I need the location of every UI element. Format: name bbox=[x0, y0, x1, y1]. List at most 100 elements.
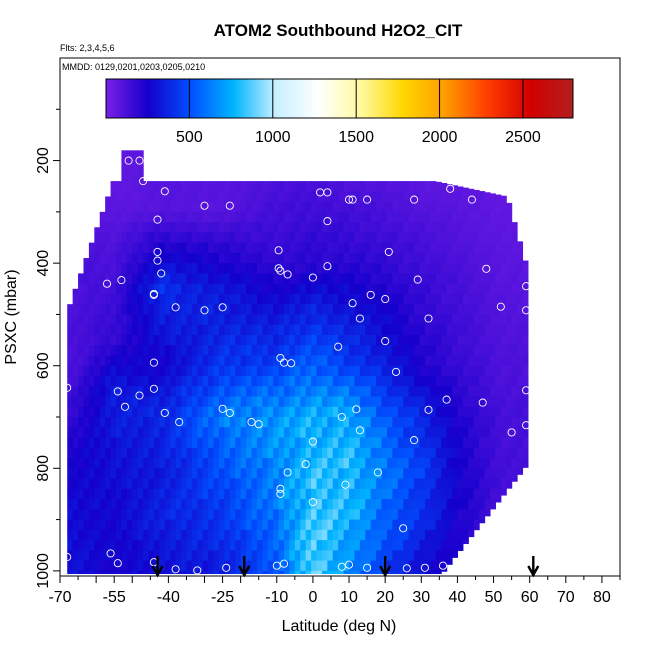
heatmap-cell bbox=[148, 417, 155, 428]
observation-point bbox=[348, 195, 357, 204]
heatmap-cell bbox=[338, 293, 345, 305]
heatmap-cell bbox=[473, 314, 480, 326]
heatmap-cell bbox=[489, 375, 496, 387]
heatmap-cell bbox=[289, 334, 296, 346]
heatmap-cell bbox=[419, 458, 426, 469]
heatmap-cell bbox=[137, 540, 144, 551]
heatmap-cell bbox=[213, 570, 220, 575]
heatmap-cell bbox=[224, 478, 231, 490]
heatmap-cell bbox=[457, 437, 464, 449]
heatmap-cell bbox=[397, 550, 404, 562]
heatmap-cell bbox=[300, 232, 307, 244]
heatmap-cell bbox=[208, 375, 215, 387]
heatmap-cell bbox=[256, 273, 263, 285]
heatmap-cell bbox=[316, 222, 323, 233]
heatmap-cell bbox=[273, 406, 280, 418]
heatmap-cell bbox=[289, 324, 296, 336]
heatmap-cell bbox=[311, 550, 318, 562]
heatmap-cell bbox=[489, 437, 496, 449]
heatmap-cell bbox=[197, 509, 204, 521]
heatmap-cell bbox=[143, 406, 150, 418]
heatmap-cell bbox=[392, 345, 399, 357]
heatmap-cell bbox=[159, 293, 166, 305]
heatmap-cell bbox=[240, 478, 247, 490]
heatmap-cell bbox=[224, 191, 231, 203]
heatmap-cell bbox=[522, 263, 529, 275]
heatmap-cell bbox=[218, 273, 225, 285]
heatmap-cell bbox=[181, 458, 188, 469]
heatmap-cell bbox=[235, 201, 242, 213]
heatmap-cell bbox=[170, 252, 177, 264]
heatmap-cell bbox=[110, 396, 117, 408]
heatmap-cell bbox=[506, 334, 513, 346]
heatmap-cell bbox=[424, 540, 431, 551]
heatmap-cell bbox=[414, 550, 421, 562]
heatmap-cell bbox=[294, 509, 301, 521]
heatmap-cell bbox=[67, 529, 74, 541]
heatmap-cell bbox=[473, 283, 480, 295]
heatmap-cell bbox=[408, 293, 415, 305]
heatmap-cell bbox=[462, 365, 469, 377]
heatmap-cell bbox=[403, 334, 410, 346]
heatmap-cell bbox=[359, 386, 366, 398]
heatmap-cell bbox=[311, 263, 318, 275]
heatmap-cell bbox=[517, 417, 524, 428]
heatmap-cell bbox=[224, 283, 231, 295]
heatmap-cell bbox=[246, 232, 253, 244]
heatmap-cell bbox=[392, 232, 399, 244]
heatmap-cell bbox=[316, 396, 323, 408]
heatmap-cell bbox=[170, 304, 177, 316]
heatmap-cell bbox=[305, 509, 312, 521]
heatmap-cell bbox=[186, 468, 193, 480]
heatmap-cell bbox=[224, 427, 231, 439]
heatmap-cell bbox=[359, 406, 366, 418]
heatmap-cell bbox=[446, 293, 453, 305]
heatmap-cell bbox=[262, 509, 269, 521]
heatmap-cell bbox=[511, 447, 518, 459]
heatmap-cell bbox=[126, 458, 133, 469]
dates-subtitle: MMDD: 0129,0201,0203,0205,0210 bbox=[62, 62, 205, 72]
heatmap-cell bbox=[159, 550, 166, 562]
heatmap-cell bbox=[105, 293, 112, 305]
heatmap-cell bbox=[105, 252, 112, 264]
heatmap-cell bbox=[489, 406, 496, 418]
heatmap-cell bbox=[170, 191, 177, 203]
heatmap-cell bbox=[202, 560, 209, 572]
heatmap-cell bbox=[235, 570, 242, 575]
heatmap-cell bbox=[224, 570, 231, 575]
heatmap-cell bbox=[153, 222, 160, 233]
heatmap-cell bbox=[294, 242, 301, 254]
heatmap-cell bbox=[359, 222, 366, 233]
heatmap-cell bbox=[148, 529, 155, 541]
heatmap-cell bbox=[414, 324, 421, 336]
heatmap-cell bbox=[213, 447, 220, 459]
heatmap-cell bbox=[110, 447, 117, 459]
heatmap-cell bbox=[88, 252, 95, 264]
heatmap-cell bbox=[452, 283, 459, 295]
heatmap-cell bbox=[381, 334, 388, 346]
heatmap-cell bbox=[359, 499, 366, 510]
heatmap-cell bbox=[457, 499, 464, 510]
heatmap-cell bbox=[224, 314, 231, 326]
heatmap-cell bbox=[392, 263, 399, 275]
heatmap-cell bbox=[229, 252, 236, 264]
heatmap-cell bbox=[218, 293, 225, 305]
heatmap-cell bbox=[289, 365, 296, 377]
heatmap-cell bbox=[479, 304, 486, 316]
heatmap-cell bbox=[67, 468, 74, 480]
heatmap-cell bbox=[517, 242, 524, 254]
heatmap-cell bbox=[284, 447, 291, 459]
heatmap-cell bbox=[246, 386, 253, 398]
observation-point bbox=[446, 184, 455, 193]
heatmap-cell bbox=[218, 519, 225, 531]
heatmap-cell bbox=[202, 529, 209, 541]
heatmap-cell bbox=[197, 519, 204, 531]
heatmap-cell bbox=[517, 447, 524, 459]
heatmap-cell bbox=[116, 201, 123, 213]
heatmap-cell bbox=[414, 304, 421, 316]
heatmap-cell bbox=[392, 396, 399, 408]
heatmap-cell bbox=[202, 570, 209, 575]
observation-point bbox=[63, 383, 72, 392]
heatmap-cell bbox=[278, 283, 285, 295]
heatmap-cell bbox=[126, 406, 133, 418]
